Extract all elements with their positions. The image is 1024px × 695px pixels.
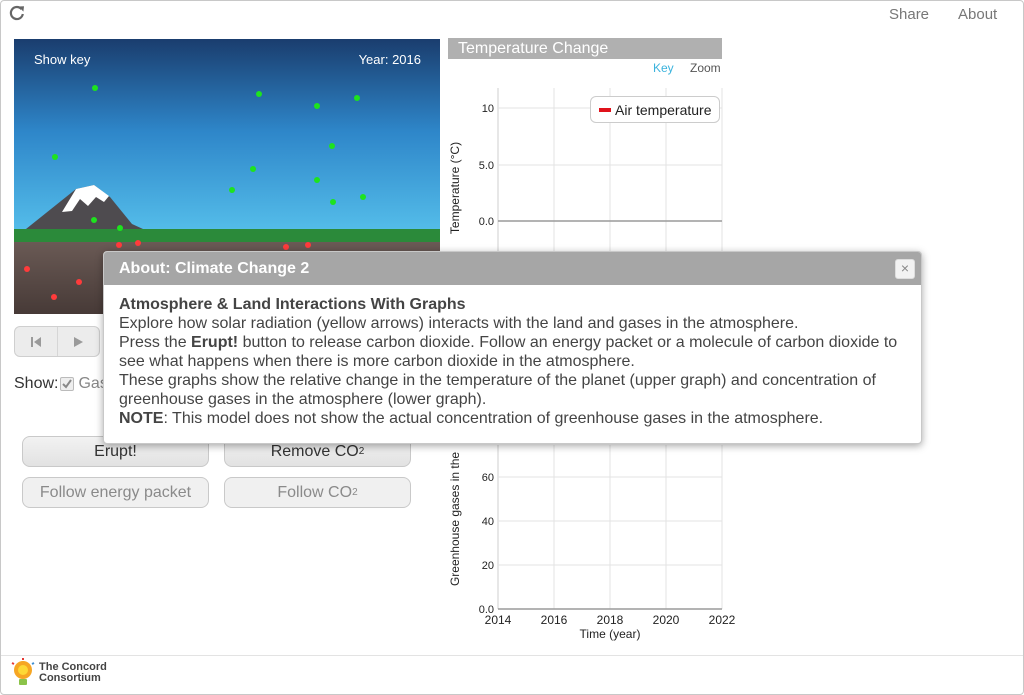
follow-co2-button[interactable]: Follow CO 2 (224, 477, 411, 508)
lightbulb-icon (11, 658, 35, 685)
remove-co2-label: Remove CO (270, 442, 359, 460)
x-tick: 2014 (485, 613, 512, 627)
follow-co2-label: Follow CO (277, 483, 353, 501)
concord-logo[interactable]: The Concord Consortium (10, 658, 107, 688)
volcano-snow (62, 185, 109, 212)
key-link[interactable]: Key (653, 61, 674, 75)
p2-suffix: button to release carbon dioxide. Follow… (119, 334, 898, 370)
check-icon (62, 379, 73, 389)
play-button[interactable] (56, 327, 99, 356)
follow-energy-packet-button[interactable]: Follow energy packet (22, 477, 209, 508)
zoom-link[interactable]: Zoom (690, 61, 721, 75)
ghg-y-tick: 20 (482, 560, 494, 572)
logo-text: The Concord Consortium (39, 662, 107, 684)
share-link[interactable]: Share (889, 6, 930, 23)
temperature-axis-label: Temperature (°C) (448, 142, 462, 234)
gas-checkbox[interactable] (60, 377, 75, 391)
about-link[interactable]: About (958, 6, 998, 23)
show-options: Show: Gas (14, 375, 108, 393)
dialog-note: NOTE: This model does not show the actua… (119, 409, 906, 428)
dialog-paragraph-1: Explore how solar radiation (yellow arro… (119, 315, 799, 332)
carbon-molecules (24, 240, 311, 300)
follow-co2-subscript: 2 (352, 487, 358, 498)
legend-label: Air temperature (615, 101, 712, 118)
reset-button[interactable] (15, 327, 57, 356)
reload-icon[interactable] (8, 4, 26, 22)
temp-y-tick: 10 (482, 103, 494, 115)
air-temperature-swatch (599, 107, 611, 112)
p2-prefix: Press the (119, 334, 192, 351)
dialog-paragraph-3: These graphs show the relative change in… (119, 372, 876, 408)
dialog-body: Atmosphere & Land Interactions With Grap… (104, 285, 921, 438)
x-tick: 2020 (653, 613, 680, 627)
dialog-header: About: Climate Change 2 (104, 252, 921, 285)
dialog-paragraph-2: Press the Erupt! button to release carbo… (119, 333, 906, 371)
erupt-button-label: Erupt! (94, 442, 137, 460)
playback-controls (14, 326, 100, 357)
skip-back-icon (30, 336, 41, 347)
show-label: Show: (14, 375, 59, 392)
gas-checkbox-label: Gas (78, 375, 108, 392)
remove-co2-subscript: 2 (358, 446, 365, 457)
x-tick: 2022 (709, 613, 736, 627)
note-bold: NOTE (119, 410, 164, 427)
play-icon (74, 336, 84, 347)
grass (14, 229, 440, 245)
gas-molecules (52, 85, 366, 231)
greenhouse-axis-label: Greenhouse gases in the (448, 452, 462, 586)
show-key-link[interactable]: Show key (34, 52, 91, 67)
logo-line-1: The Concord (39, 661, 107, 673)
year-label: Year: 2016 (358, 52, 421, 67)
legend: Air temperature (590, 96, 721, 123)
x-tick: 2016 (541, 613, 568, 627)
logo-line-2: Consortium (39, 672, 101, 684)
volcano (26, 185, 154, 234)
note-text: : This model does not show the actual co… (163, 410, 824, 427)
graph-title: Temperature Change (448, 38, 722, 59)
about-dialog: About: Climate Change 2 × Atmosphere & L… (103, 251, 922, 444)
temp-y-tick: 5.0 (479, 160, 494, 172)
footer-divider (1, 655, 1023, 656)
dialog-title: Atmosphere & Land Interactions With Grap… (119, 296, 466, 313)
ghg-y-tick: 40 (482, 516, 494, 528)
close-button[interactable]: × (895, 259, 915, 279)
follow-energy-label: Follow energy packet (39, 483, 192, 501)
ghg-y-tick: 60 (482, 472, 494, 484)
ghg-y-tick: 0.0 (479, 604, 494, 616)
p2-bold: Erupt! (191, 334, 239, 351)
time-axis-label: Time (year) (580, 627, 641, 641)
x-tick: 2018 (597, 613, 624, 627)
temp-y-tick: 0.0 (479, 216, 494, 228)
